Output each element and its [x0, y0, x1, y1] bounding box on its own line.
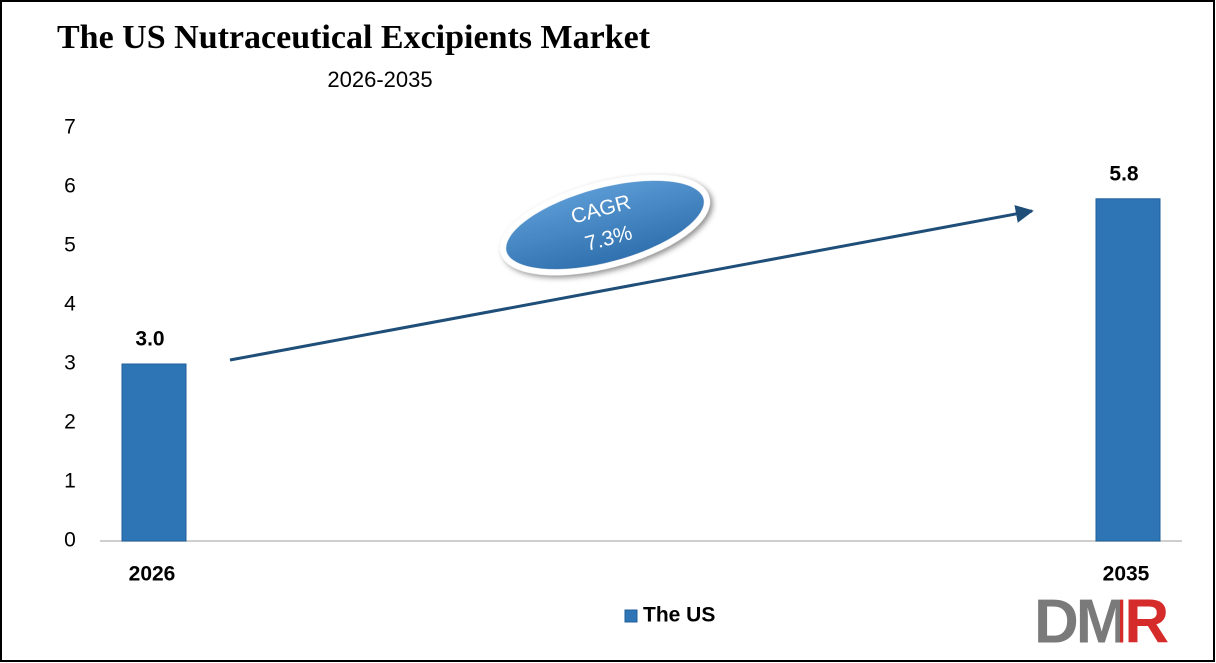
- bar: [1095, 198, 1161, 542]
- legend-label: The US: [643, 604, 715, 627]
- x-tick-label: 2035: [1103, 563, 1150, 586]
- y-tick-label: 0: [64, 529, 76, 552]
- y-tick-label: 4: [64, 293, 76, 316]
- legend-swatch: [624, 609, 638, 623]
- chart-subtitle: 2026-2035: [327, 67, 432, 92]
- y-tick-label: 7: [64, 116, 76, 139]
- chart-title: The US Nutraceutical Excipients Market: [57, 19, 651, 56]
- cagr-badge: CAGR 7.3%: [500, 174, 710, 276]
- y-tick-label: 3: [64, 352, 76, 375]
- logo: DMR: [1034, 587, 1168, 656]
- y-tick-label: 6: [64, 175, 76, 198]
- y-tick-label: 1: [64, 470, 76, 493]
- value-label: 3.0: [135, 328, 164, 351]
- cagr-ellipse: [500, 174, 710, 276]
- y-tick-label: 5: [64, 234, 76, 257]
- bar: [121, 363, 187, 542]
- value-label: 5.8: [1109, 162, 1139, 185]
- y-tick-label: 2: [64, 411, 76, 434]
- trend-arrow: [229, 205, 1034, 362]
- x-tick-label: 2026: [129, 563, 176, 586]
